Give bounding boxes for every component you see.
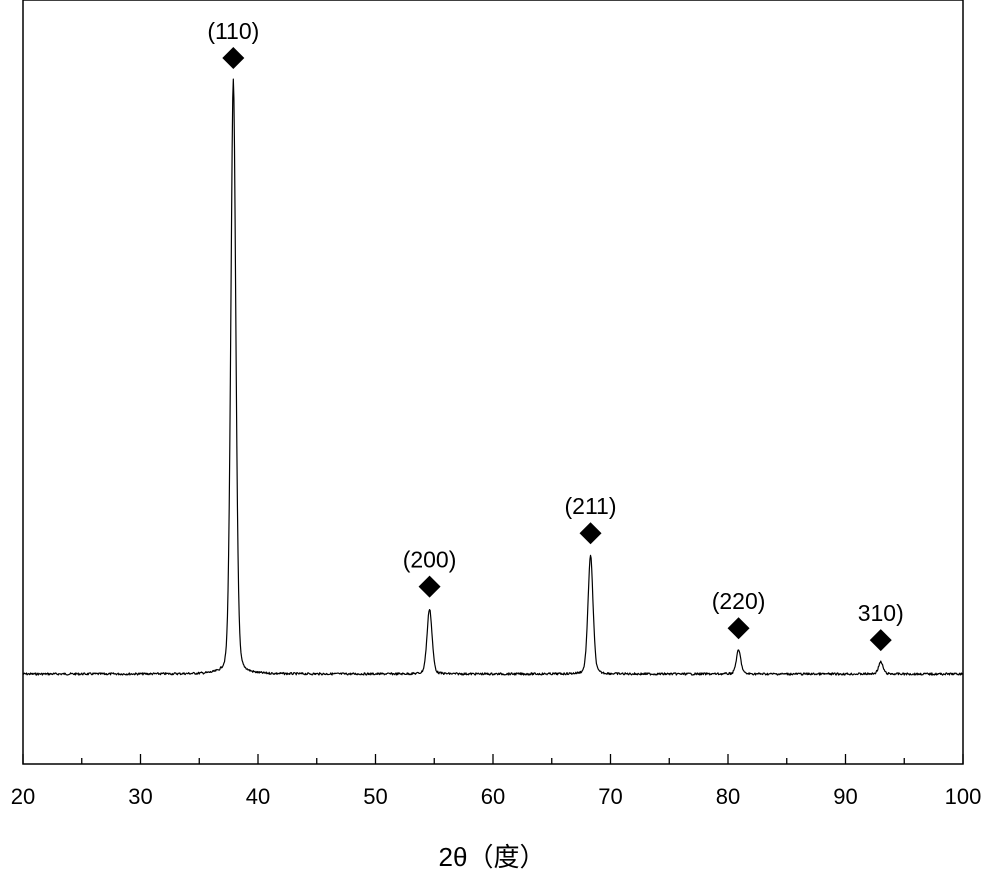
- x-tick-label: 60: [481, 784, 505, 809]
- peak-marker-diamond: [869, 629, 892, 652]
- peak-label: (220): [712, 588, 766, 614]
- peak-label: (211): [565, 493, 617, 519]
- peak-marker-diamond: [418, 575, 441, 598]
- x-axis-title: 2θ（度）: [439, 842, 546, 872]
- x-tick-label: 20: [11, 784, 35, 809]
- x-tick-label: 50: [363, 784, 387, 809]
- x-tick-label: 80: [716, 784, 740, 809]
- x-tick-label: 30: [128, 784, 152, 809]
- x-tick-label: 70: [598, 784, 622, 809]
- peak-marker-diamond: [222, 47, 245, 69]
- peak-label: 310): [858, 600, 904, 626]
- peak-marker-diamond: [579, 522, 602, 545]
- peak-labels: (110) (200) (211) (220) 310): [207, 18, 903, 626]
- x-tick-label: 40: [246, 784, 270, 809]
- x-tick-label: 90: [833, 784, 857, 809]
- peak-markers: [222, 47, 892, 652]
- peak-label: (110): [207, 18, 259, 44]
- xrd-pattern-line: [22, 78, 964, 676]
- x-axis-tick-labels: 20 30 40 50 60 70 80 90 100: [11, 784, 982, 809]
- plot-frame: [22, 0, 964, 765]
- peak-label: (200): [403, 547, 457, 573]
- x-axis-ticks: [22, 754, 964, 764]
- x-tick-label: 100: [945, 784, 982, 809]
- peak-marker-diamond: [727, 617, 750, 640]
